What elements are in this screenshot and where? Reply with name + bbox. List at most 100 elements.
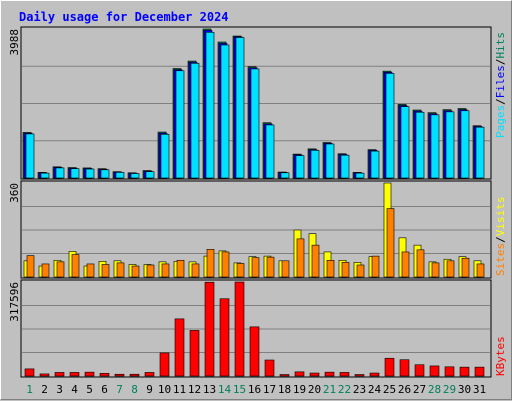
pages-bar xyxy=(55,167,65,179)
sites-bar xyxy=(371,255,380,278)
kbytes-axis-max-label: 317596 xyxy=(8,282,21,322)
pages-bar xyxy=(250,68,260,179)
pages-bar xyxy=(295,155,305,179)
pages-bar xyxy=(100,169,110,179)
sites-bar xyxy=(326,259,335,278)
legend-visits: Visits xyxy=(494,197,507,237)
sites-bar xyxy=(446,260,455,278)
pages-bar xyxy=(40,172,50,179)
kbytes-bar xyxy=(294,371,305,377)
day-label: 31 xyxy=(473,383,486,396)
day-label: 17 xyxy=(263,383,276,396)
pages-bar xyxy=(25,133,35,179)
sites-bar xyxy=(311,244,320,278)
kbytes-bar xyxy=(339,372,350,377)
pages-bar xyxy=(205,31,215,179)
day-label: 5 xyxy=(86,383,93,396)
sites-bar xyxy=(251,257,260,278)
kbytes-bar xyxy=(384,357,395,377)
legend-pages: Pages xyxy=(494,105,507,138)
kbytes-bar xyxy=(129,373,140,377)
day-label: 4 xyxy=(71,383,78,396)
visits-panel-legend: Sites/Visits xyxy=(494,197,507,277)
kbytes-bar xyxy=(114,373,125,377)
day-label: 15 xyxy=(233,383,246,396)
pages-bar xyxy=(370,150,380,179)
kbytes-bar xyxy=(474,366,485,377)
kbytes-bar xyxy=(54,372,65,377)
kbytes-bar xyxy=(69,372,80,377)
kbytes-bar xyxy=(249,326,260,377)
sites-bar xyxy=(236,263,245,278)
pages-bar xyxy=(145,171,155,179)
day-label: 3 xyxy=(56,383,63,396)
pages-bar xyxy=(115,172,125,179)
sites-bar xyxy=(401,251,410,278)
day-label: 2 xyxy=(41,383,48,396)
chart-title: Daily usage for December 2024 xyxy=(19,10,229,24)
kbytes-bar xyxy=(219,298,230,377)
kbytes-bar xyxy=(174,318,185,377)
day-label: 12 xyxy=(188,383,201,396)
pages-bar xyxy=(340,154,350,179)
pages-bar xyxy=(235,37,245,179)
sites-bar xyxy=(431,262,440,278)
kbytes-bar xyxy=(414,364,425,377)
sites-bar xyxy=(341,262,350,278)
sites-bar xyxy=(281,260,290,278)
pages-bar xyxy=(130,173,140,179)
kbytes-bar xyxy=(189,330,200,377)
pages-bar xyxy=(385,73,395,179)
day-label: 24 xyxy=(368,383,382,396)
sites-bar xyxy=(461,257,470,278)
sites-bar xyxy=(221,251,230,278)
pages-bar xyxy=(70,168,80,179)
visits-axis-max-label: 360 xyxy=(8,183,21,203)
kbytes-bar xyxy=(144,372,155,377)
sites-bar xyxy=(206,249,215,278)
legend-separator: / xyxy=(494,236,507,243)
pages-bar xyxy=(430,114,440,179)
pages-bar xyxy=(190,62,200,179)
day-label: 25 xyxy=(383,383,396,396)
kbytes-bar xyxy=(39,373,50,377)
kbytes-bar xyxy=(369,372,380,377)
pages-bar xyxy=(475,126,485,179)
pages-bar xyxy=(445,111,455,179)
kbytes-bar xyxy=(159,352,170,377)
pages-bar xyxy=(415,111,425,179)
day-label: 7 xyxy=(116,383,123,396)
day-label: 1 xyxy=(26,383,33,396)
pages-bar xyxy=(400,106,410,179)
day-label: 28 xyxy=(428,383,441,396)
day-label: 9 xyxy=(146,383,153,396)
day-label: 20 xyxy=(308,383,321,396)
sites-bar xyxy=(476,263,485,278)
day-label: 13 xyxy=(203,383,216,396)
day-label: 30 xyxy=(458,383,471,396)
day-label: 23 xyxy=(353,383,366,396)
day-label: 16 xyxy=(248,383,261,396)
sites-bar xyxy=(356,264,365,278)
pages-bar xyxy=(355,172,365,179)
sites-bar xyxy=(26,255,35,278)
day-label: 26 xyxy=(398,383,411,396)
kbytes-bar xyxy=(429,365,440,377)
pages-bar xyxy=(220,44,230,179)
day-label: 18 xyxy=(278,383,291,396)
legend-separator: / xyxy=(494,59,507,66)
kbytes-bar xyxy=(444,366,455,377)
day-label: 22 xyxy=(338,383,351,396)
sites-bar xyxy=(266,256,275,278)
sites-bar xyxy=(71,254,80,278)
sites-bar xyxy=(56,261,65,278)
pages-bar xyxy=(460,110,470,179)
pages-bar xyxy=(265,124,275,179)
sites-bar xyxy=(131,265,140,278)
kbytes-bar xyxy=(234,281,245,377)
kbytes-bar xyxy=(204,281,215,377)
kbytes-bar xyxy=(399,359,410,377)
legend-files: Files xyxy=(494,65,507,98)
day-label: 8 xyxy=(131,383,138,396)
